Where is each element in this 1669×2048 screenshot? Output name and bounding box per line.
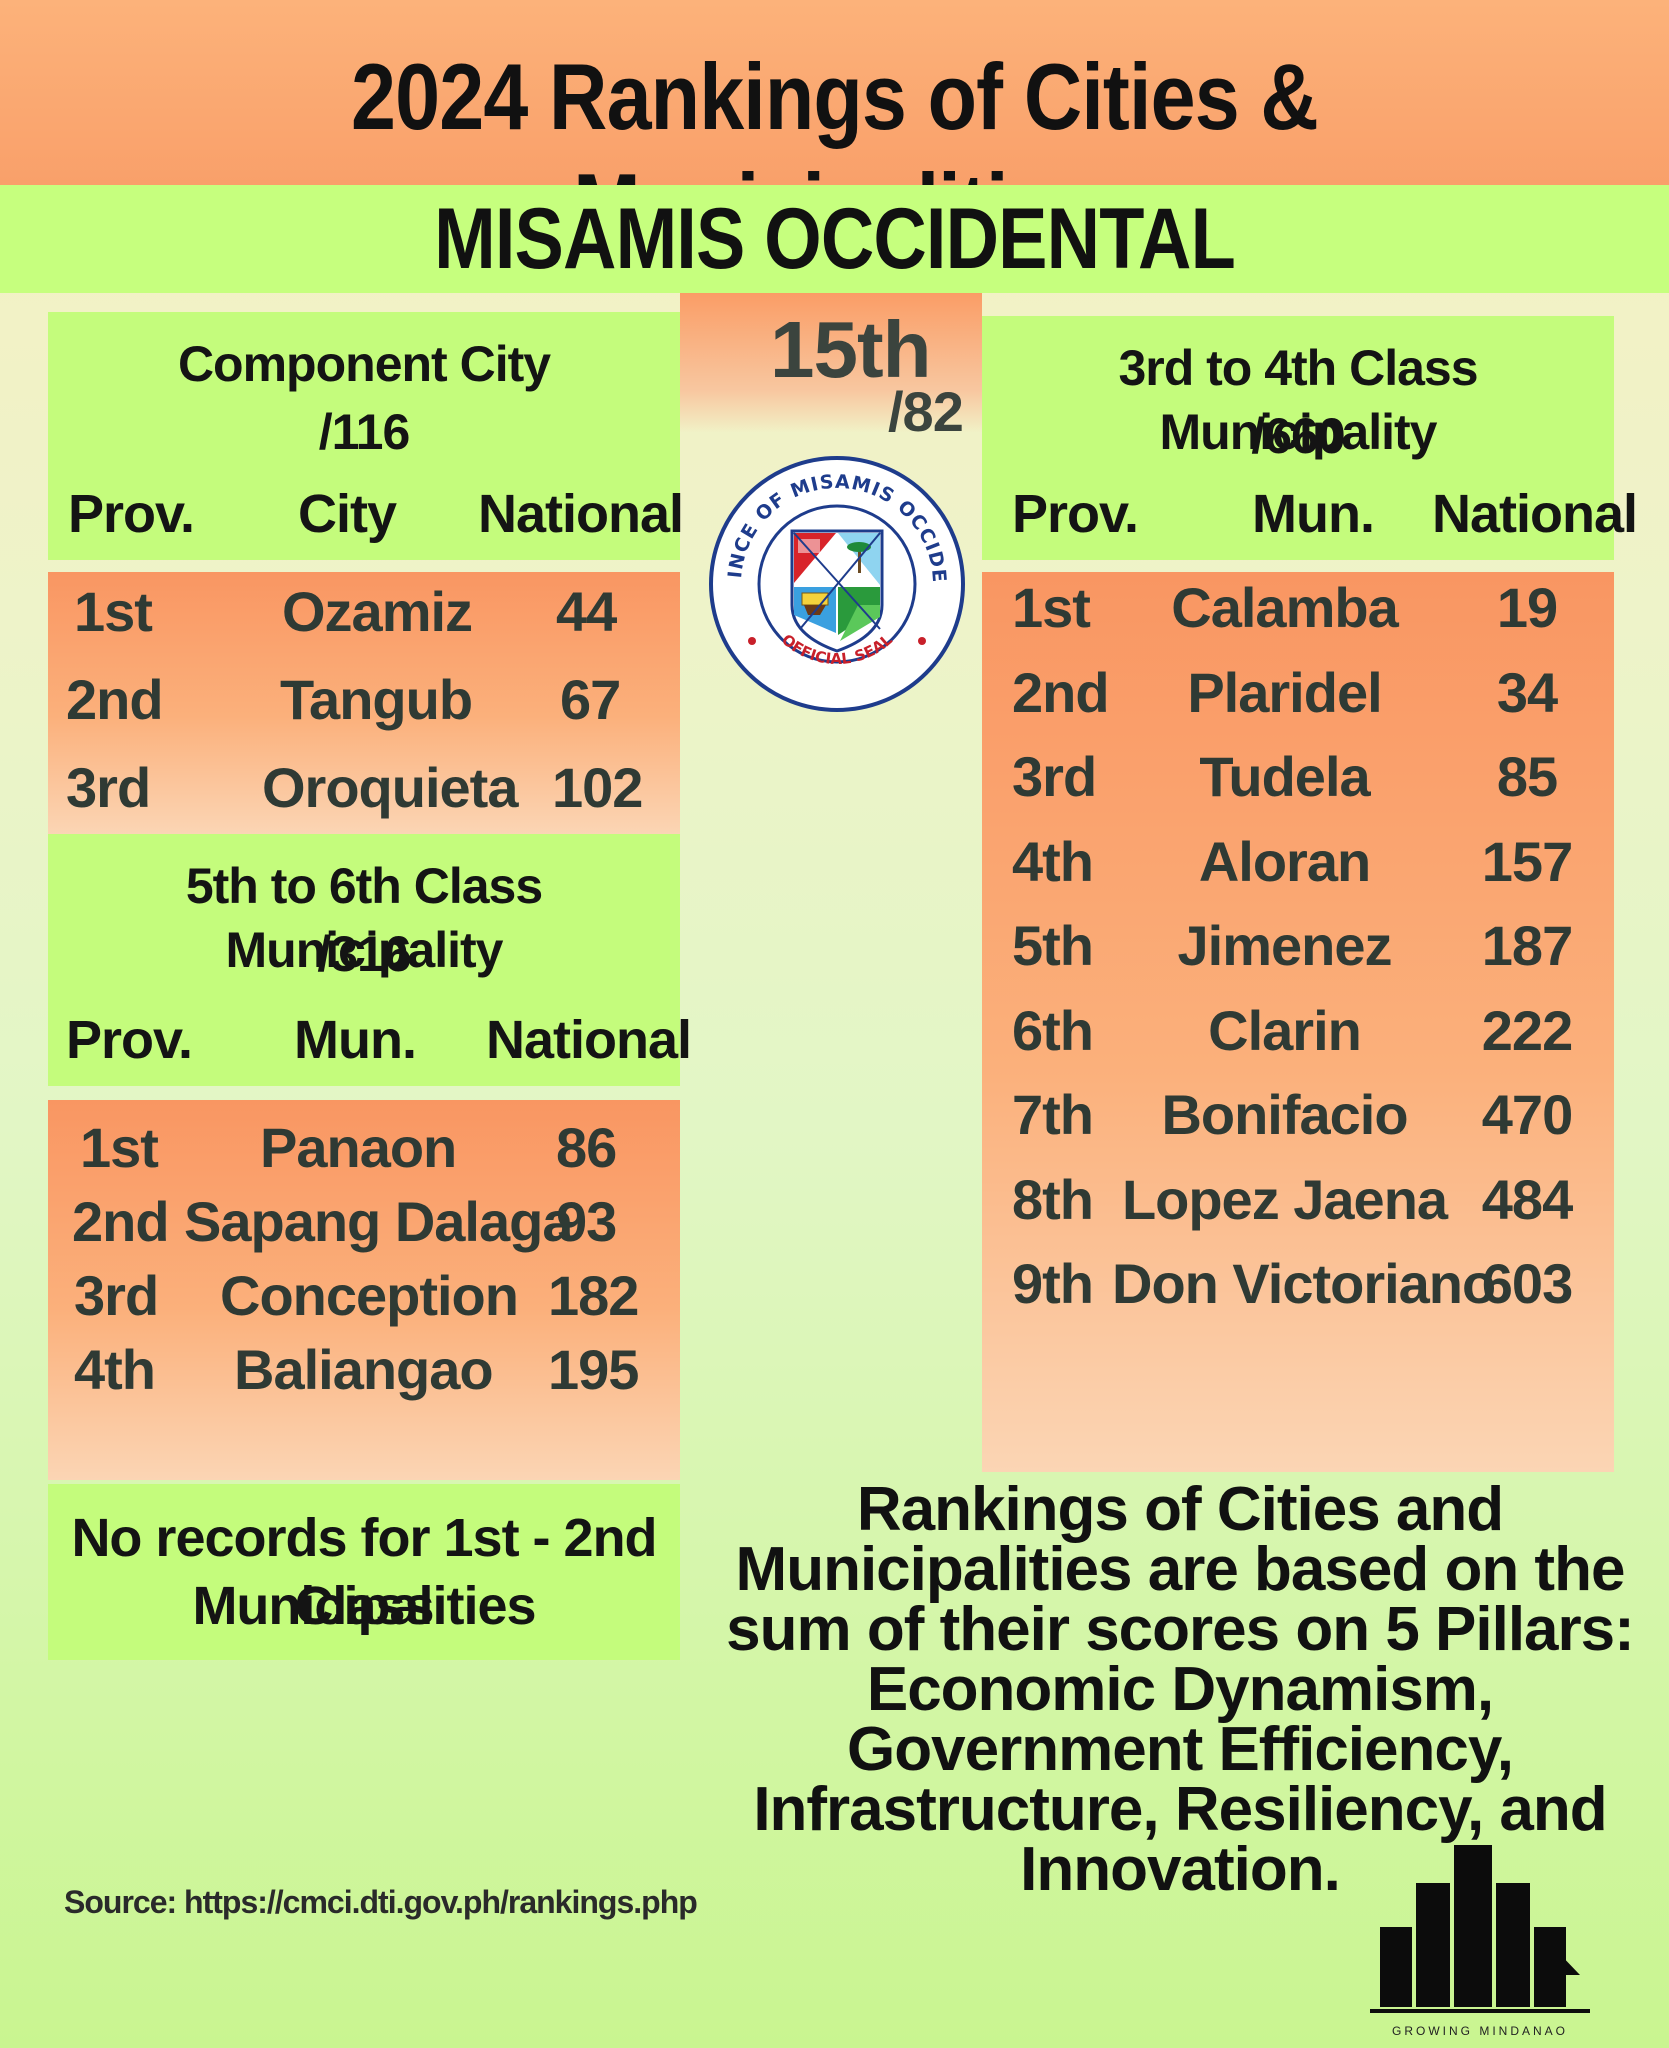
column-prov: Prov. — [1012, 484, 1139, 544]
component-city-table — [48, 572, 680, 834]
brand-name: GROWING MINDANAO — [1392, 2024, 1568, 2038]
class-3-4-table — [982, 572, 1614, 1472]
table-row: 7th Bonifacio 470 — [1012, 1083, 1573, 1146]
table-row: 4th Baliangao 195 — [74, 1338, 639, 1401]
overall-rank-band — [680, 293, 982, 433]
column-national: National — [486, 1010, 692, 1070]
class-3-4-columns: Prov. Mun. National — [982, 484, 1638, 544]
table-row: 6th Clarin 222 — [1012, 998, 1573, 1062]
component-city-columns: Prov. City National — [48, 484, 684, 544]
no-records-line2: Municipalities — [192, 1576, 536, 1636]
class-3-4-title: 3rd to 4th Class Municipality — [1118, 340, 1478, 460]
class-5-6-columns: Prov. Mun. National — [48, 1010, 692, 1070]
source-link[interactable]: Source: https://cmci.dti.gov.ph/rankings… — [64, 1884, 698, 1920]
no-records-box — [48, 1484, 680, 1660]
class-3-4-total: /660 — [1251, 408, 1345, 464]
class-5-6-total: /316 — [317, 926, 411, 982]
title-band — [0, 0, 1669, 185]
table-row: 8th Lopez Jaena 484 — [1012, 1167, 1573, 1231]
class-5-6-title: 5th to 6th Class Municipality — [185, 858, 543, 978]
province-band — [0, 185, 1669, 293]
column-national: National — [1432, 484, 1638, 544]
table-row: 2nd Tangub 67 — [66, 668, 621, 731]
growing-mindanao-logo-icon — [1370, 1845, 1590, 2013]
province-title: MISAMIS OCCIDENTAL — [434, 191, 1236, 287]
official-seal-icon: PROVINCE OF MISAMIS OCCIDENTAL OFFICIAL … — [708, 455, 965, 712]
overall-rank: 15th — [770, 305, 931, 394]
component-city-total: /116 — [318, 404, 411, 460]
component-city-header — [48, 312, 680, 560]
column-national: National — [478, 484, 684, 544]
column-city: City — [298, 484, 397, 544]
table-row: 3rd Conception 182 — [74, 1264, 639, 1327]
table-row: 3rd Tudela 85 — [1012, 745, 1558, 808]
no-records-line1: No records for 1st - 2nd Class — [71, 1508, 657, 1636]
table-row: 2nd Sapang Dalaga 93 — [72, 1190, 617, 1253]
methodology-note: Rankings of Cities and Municipalities ar… — [726, 1475, 1635, 1904]
column-prov: Prov. — [68, 484, 195, 544]
table-row: 1st Calamba 19 — [1012, 576, 1558, 639]
class-5-6-header — [48, 834, 680, 1086]
table-row: 2nd Plaridel 34 — [1012, 660, 1558, 724]
overall-total: /82 — [888, 380, 964, 443]
class-5-6-table — [48, 1100, 680, 1480]
table-row: 9th Don Victoriano 603 — [1012, 1252, 1573, 1315]
table-row: 5th Jimenez 187 — [1012, 914, 1573, 977]
column-mun: Mun. — [1252, 484, 1375, 544]
table-row: 3rd Oroquieta 102 — [66, 756, 643, 819]
component-city-title: Component City — [177, 336, 551, 392]
column-mun: Mun. — [294, 1010, 417, 1070]
table-row: 4th Aloran 157 — [1012, 829, 1573, 893]
table-row: 1st Ozamiz 44 — [74, 580, 617, 643]
class-3-4-header — [982, 316, 1614, 560]
table-row: 1st Panaon 86 — [80, 1116, 617, 1179]
column-prov: Prov. — [66, 1010, 193, 1070]
